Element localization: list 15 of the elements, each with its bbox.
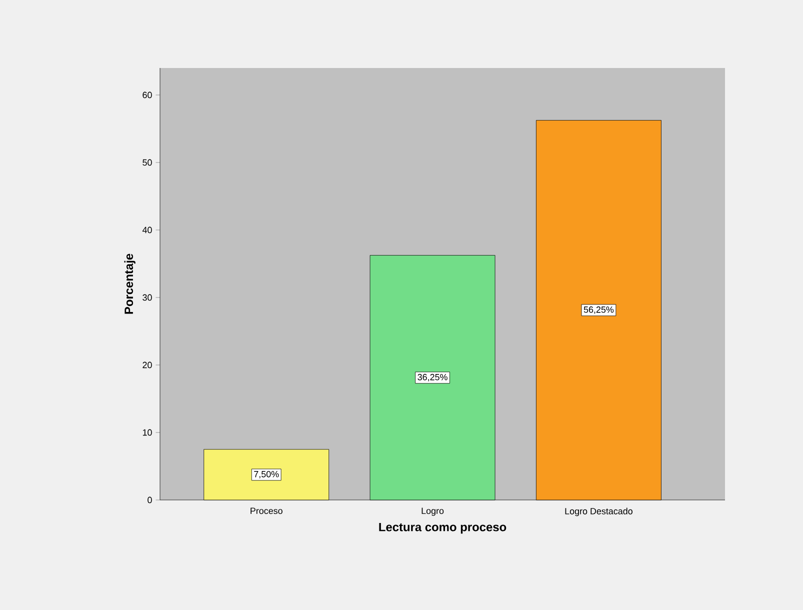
x-tick-label: Proceso [250, 508, 282, 514]
y-tick-label: 60 [142, 92, 152, 98]
x-tick-label: Logro [422, 508, 444, 516]
y-tick-label: 40 [142, 226, 152, 234]
y-tick-label: 30 [142, 294, 152, 301]
y-tick-label: 0 [148, 496, 152, 504]
y-axis-title: Porcentaje [124, 254, 136, 314]
data-label: 7,50% [254, 470, 279, 478]
y-tick-label: 20 [142, 362, 152, 368]
x-tick-label: Logro Destacado [565, 508, 632, 516]
data-label: 36,25% [418, 374, 448, 382]
data-label: 56,25% [584, 306, 614, 314]
y-tick-label: 50 [142, 159, 152, 166]
y-tick-label: 10 [142, 429, 152, 436]
x-axis-title: Lectura como proceso [379, 522, 506, 534]
